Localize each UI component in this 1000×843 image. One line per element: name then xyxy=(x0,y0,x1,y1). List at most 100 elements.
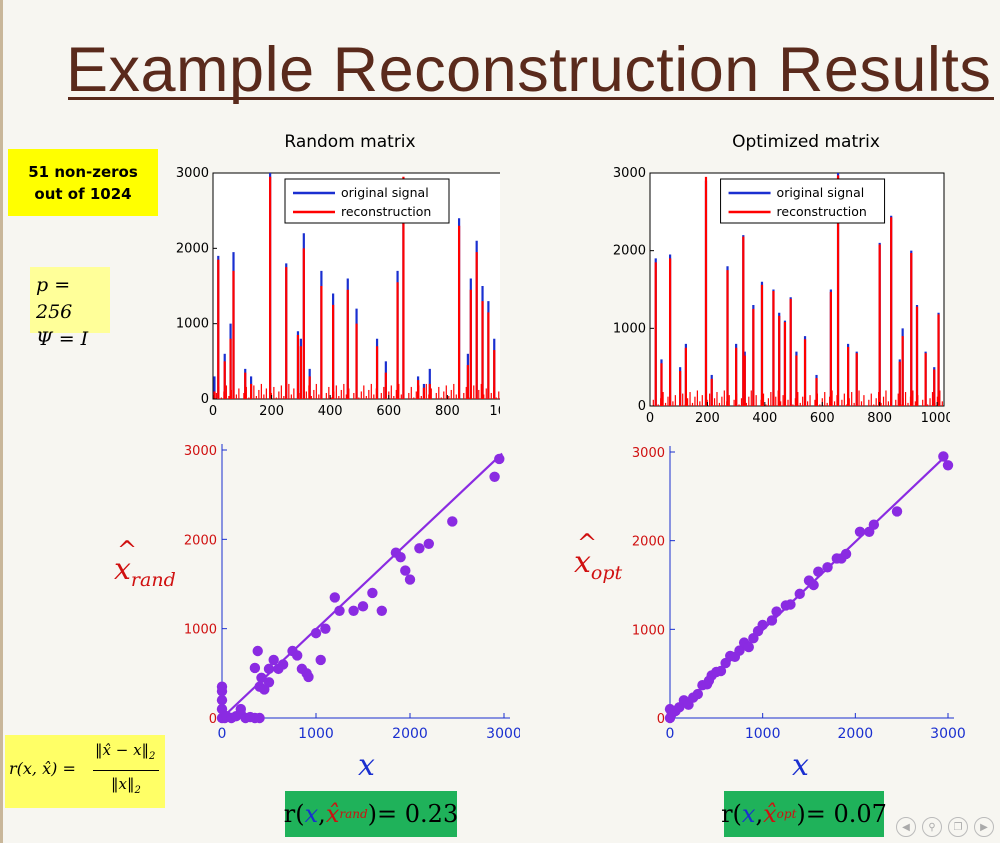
scatter-point xyxy=(395,552,406,563)
scatter-point xyxy=(400,565,411,576)
note-line-2: out of 1024 xyxy=(34,184,132,203)
scatter-point xyxy=(315,654,326,666)
x-tick-label: 200 xyxy=(695,411,720,426)
y-tick-label: 3000 xyxy=(632,446,665,461)
y-tick-label: 2000 xyxy=(176,241,209,256)
x-tick-label: 3000 xyxy=(486,726,520,742)
ylabel-opt: ^ xopt xyxy=(574,529,623,584)
scatter-point xyxy=(489,471,500,482)
scatter-point xyxy=(216,681,228,692)
r-opt-box: r(x, x̂ opt) = 0.07 xyxy=(721,791,887,837)
scatter-plot-random: 0 1000 2000 3000 0 1000 2000 3000 xyxy=(184,444,520,742)
x-tick-label: 1000 xyxy=(298,726,334,742)
x-tick-label: 400 xyxy=(752,411,777,426)
formula-numerator: ‖x̂ − x‖2 xyxy=(95,741,156,762)
nav-next-icon[interactable]: ▶ xyxy=(974,817,994,837)
y-tick-label: 2000 xyxy=(184,533,217,548)
scatter-point xyxy=(757,619,768,631)
x-tick-label: 1000 xyxy=(921,411,950,426)
slide-title: Example Reconstruction Results xyxy=(66,35,992,105)
x-tick-label: 1000 xyxy=(489,404,500,415)
formula-denominator: ‖x‖2 xyxy=(111,775,141,796)
y-tick-label: 3000 xyxy=(176,166,209,181)
scatter-point xyxy=(292,650,303,661)
scatter-point xyxy=(249,662,261,674)
param-psi: Ψ = I xyxy=(36,328,89,350)
y-tick-label: 1000 xyxy=(184,623,217,638)
fraction-bar xyxy=(93,770,159,771)
scatter-point xyxy=(277,659,289,670)
x-tick-label: 800 xyxy=(867,411,892,426)
ylabel-rand: ^ xrand xyxy=(114,536,176,591)
x-tick-label: 3000 xyxy=(930,726,966,742)
scatter-plot-optimized: 0 1000 2000 3000 0 1000 2000 3000 xyxy=(632,446,966,742)
y-tick-label: 0 xyxy=(209,712,217,727)
scatter-point xyxy=(310,627,322,639)
scatter-point xyxy=(494,453,505,465)
scatter-point xyxy=(414,543,425,554)
title-underline xyxy=(68,97,994,100)
slide-nav: ◀ ⚲ ❐ ▶ xyxy=(896,817,994,837)
scatter-point xyxy=(734,645,745,656)
chart-title-random: Random matrix xyxy=(284,132,416,152)
y-tick-label: 0 xyxy=(657,712,665,727)
y-tick-label: 3000 xyxy=(613,166,646,181)
y-tick-label: 2000 xyxy=(632,535,665,550)
scatter-point xyxy=(840,548,852,560)
scatter-point xyxy=(743,641,754,653)
legend-label-reconstruction: reconstruction xyxy=(341,204,431,219)
x-tick-label: 0 xyxy=(218,726,227,742)
param-p: p = 256 xyxy=(36,274,73,323)
chart-title-optimized: Optimized matrix xyxy=(732,132,880,152)
scatter-point xyxy=(357,601,369,612)
zoom-icon[interactable]: ⚲ xyxy=(922,817,942,837)
scatter-point xyxy=(329,592,340,603)
x-tick-label: 2000 xyxy=(392,726,428,742)
scatter-point xyxy=(854,526,866,537)
y-tick-label: 0 xyxy=(201,392,209,407)
y-tick-label: 3000 xyxy=(184,444,217,459)
signal-plot-random: 0 200 400 600 800 1000 0 1000 2000 3000 original s… xyxy=(176,166,500,415)
r-rand-box: r(x, x̂ rand) = 0.23 xyxy=(284,791,458,837)
scatter-point xyxy=(348,605,359,616)
scatter-point xyxy=(254,712,265,724)
scatter-point xyxy=(868,519,880,530)
legend-label-original: original signal xyxy=(777,185,865,200)
nonzeros-note: 51 non-zeros out of 1024 xyxy=(8,149,158,216)
scatter-point xyxy=(794,588,805,600)
scatter-point xyxy=(771,606,782,617)
xlabel-rand: x xyxy=(358,748,375,783)
formula-lhs: r(x, x̂) = xyxy=(9,759,76,778)
scatter-point xyxy=(692,688,703,700)
scatter-point xyxy=(715,665,727,677)
x-tick-label: 0 xyxy=(666,726,675,742)
x-tick-label: 400 xyxy=(318,404,343,415)
x-tick-label: 2000 xyxy=(838,726,874,742)
nav-prev-icon[interactable]: ◀ xyxy=(896,817,916,837)
scatter-point xyxy=(334,605,345,616)
y-tick-label: 0 xyxy=(638,399,646,414)
scatter-point xyxy=(822,562,833,573)
scatter-point xyxy=(252,645,263,657)
legend-box xyxy=(284,178,450,224)
parameter-box: p = 256 Ψ = I xyxy=(30,267,110,350)
x-tick-label: 800 xyxy=(435,404,460,415)
x-tick-label: 200 xyxy=(259,404,284,415)
scatter-point xyxy=(938,451,949,462)
note-line-1: 51 non-zeros xyxy=(28,162,138,181)
scatter-point xyxy=(376,605,387,616)
scatter-point xyxy=(235,703,246,715)
copy-icon[interactable]: ❐ xyxy=(948,817,968,837)
scatter-point xyxy=(447,516,458,527)
scatter-point xyxy=(891,506,903,517)
x-tick-label: 600 xyxy=(376,404,401,415)
legend-box xyxy=(720,178,886,224)
scatter-point xyxy=(942,460,954,471)
scatter-point xyxy=(766,615,778,626)
y-tick-label: 1000 xyxy=(632,623,665,638)
signal-plot-optimized: 0 200 400 600 800 1000 0 1000 2000 3000 original s… xyxy=(613,166,950,426)
scatter-point xyxy=(808,579,819,591)
scatter-point xyxy=(256,672,267,683)
scatter-point xyxy=(367,587,378,599)
x-tick-label: 0 xyxy=(209,404,217,415)
